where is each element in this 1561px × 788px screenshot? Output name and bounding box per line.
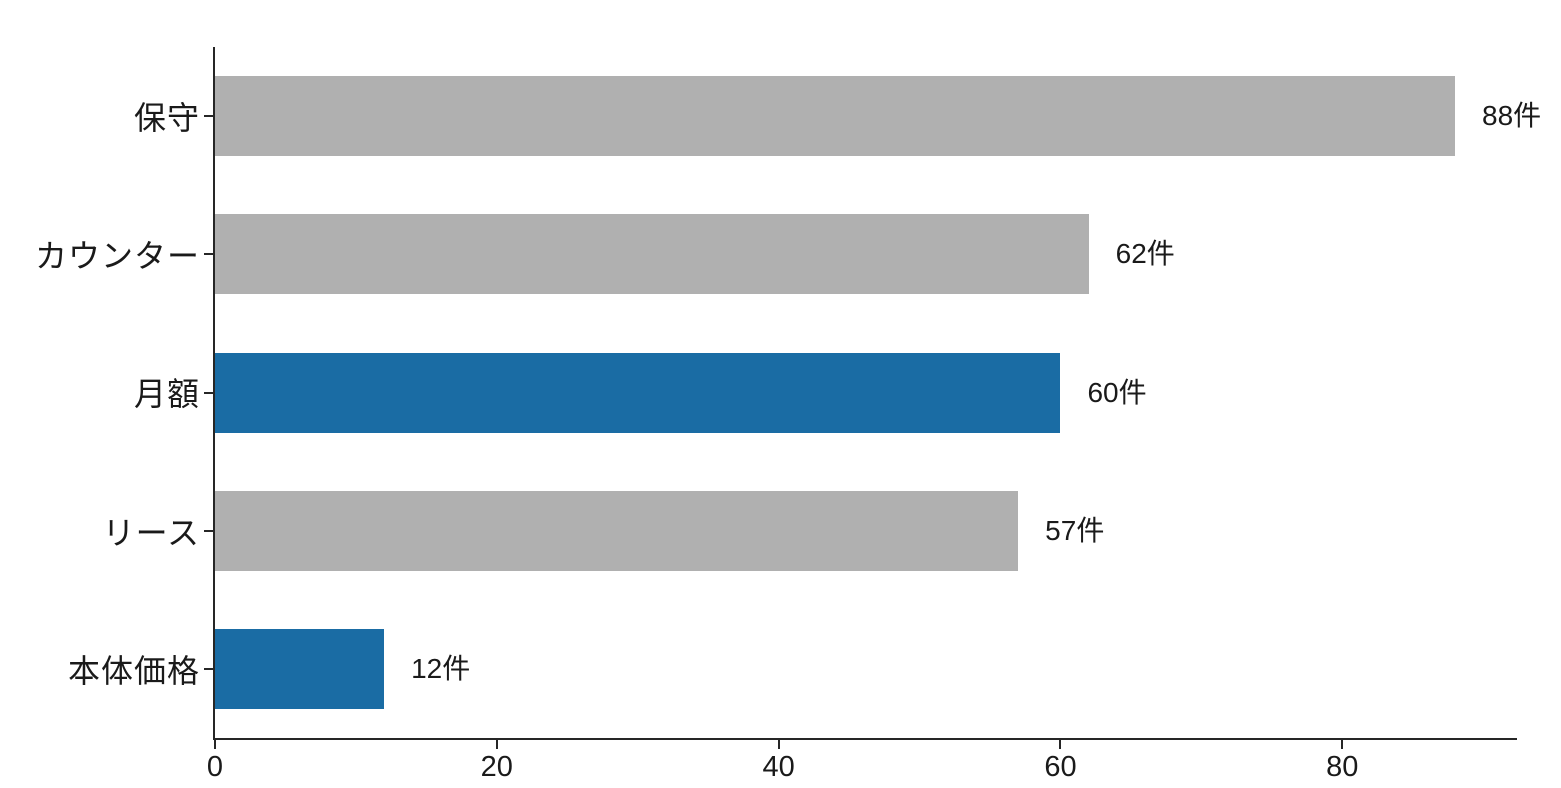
y-tick-mark	[204, 391, 213, 394]
x-tick-mark	[214, 740, 216, 749]
bar-value-label: 88件	[1482, 100, 1542, 132]
bar	[215, 628, 385, 709]
x-tick-label: 80	[1326, 751, 1359, 783]
y-tick-mark	[204, 115, 213, 118]
bar	[215, 490, 1019, 571]
bar-value-label: 62件	[1115, 238, 1175, 270]
y-axis-label: 本体価格	[67, 652, 200, 689]
x-tick-label: 60	[1044, 751, 1077, 783]
y-axis-label: カウンター	[34, 238, 200, 275]
y-tick-mark	[204, 253, 213, 256]
bar	[215, 352, 1061, 433]
y-tick-mark	[204, 529, 213, 532]
bar-value-label: 57件	[1045, 514, 1105, 546]
x-tick-mark	[495, 740, 498, 749]
x-tick-mark	[777, 740, 780, 749]
y-axis-label: 月額	[133, 376, 200, 413]
y-axis-label: 保守	[133, 100, 200, 137]
x-tick-label: 40	[762, 751, 795, 783]
y-axis-labels: 保守カウンター月額リース本体価格	[0, 47, 200, 738]
y-tick-mark	[204, 667, 213, 670]
bar-value-label: 12件	[411, 652, 471, 684]
x-tick-mark	[1059, 740, 1062, 749]
x-tick-mark	[1341, 740, 1344, 749]
x-tick-label: 20	[480, 751, 513, 783]
bar	[215, 214, 1089, 295]
plot-area: 88件 62件 60件 57件 12件	[204, 47, 1541, 740]
bar	[215, 76, 1455, 157]
x-tick-label: 0	[206, 751, 224, 783]
y-axis-label: リース	[102, 514, 200, 551]
bar-value-label: 60件	[1087, 376, 1147, 408]
